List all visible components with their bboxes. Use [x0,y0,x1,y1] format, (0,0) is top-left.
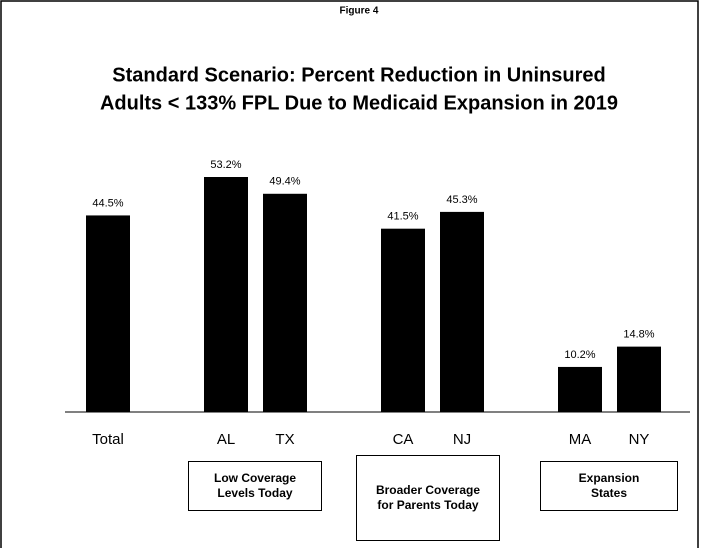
chart-title: Adults < 133% FPL Due to Medicaid Expans… [100,92,618,114]
group-label: Expansion States [540,461,678,511]
value-label: 53.2% [210,159,241,171]
value-label: 10.2% [564,349,595,361]
bar [204,177,248,412]
value-label: 45.3% [446,194,477,206]
chart-title: Standard Scenario: Percent Reduction in … [112,64,605,86]
value-label: 49.4% [269,176,300,188]
value-label: 41.5% [387,211,418,223]
bar [558,366,602,412]
frame [0,0,699,548]
bar [617,346,661,412]
x-tick-label: TX [275,431,294,448]
x-tick-label: Total [92,431,124,448]
x-tick-label: NJ [453,431,471,448]
x-tick-label: MA [569,431,592,448]
bar [263,193,307,412]
figure-label: Figure 4 [340,6,379,17]
x-tick-label: AL [217,431,235,448]
group-label: Broader Coverage for Parents Today [356,455,500,541]
bar [86,215,130,412]
value-label: 44.5% [92,197,123,209]
x-tick-label: CA [393,431,414,448]
bar [440,211,484,412]
group-label: Low Coverage Levels Today [188,461,322,511]
x-tick-label: NY [629,431,650,448]
value-label: 14.8% [623,329,654,341]
bar [381,228,425,412]
